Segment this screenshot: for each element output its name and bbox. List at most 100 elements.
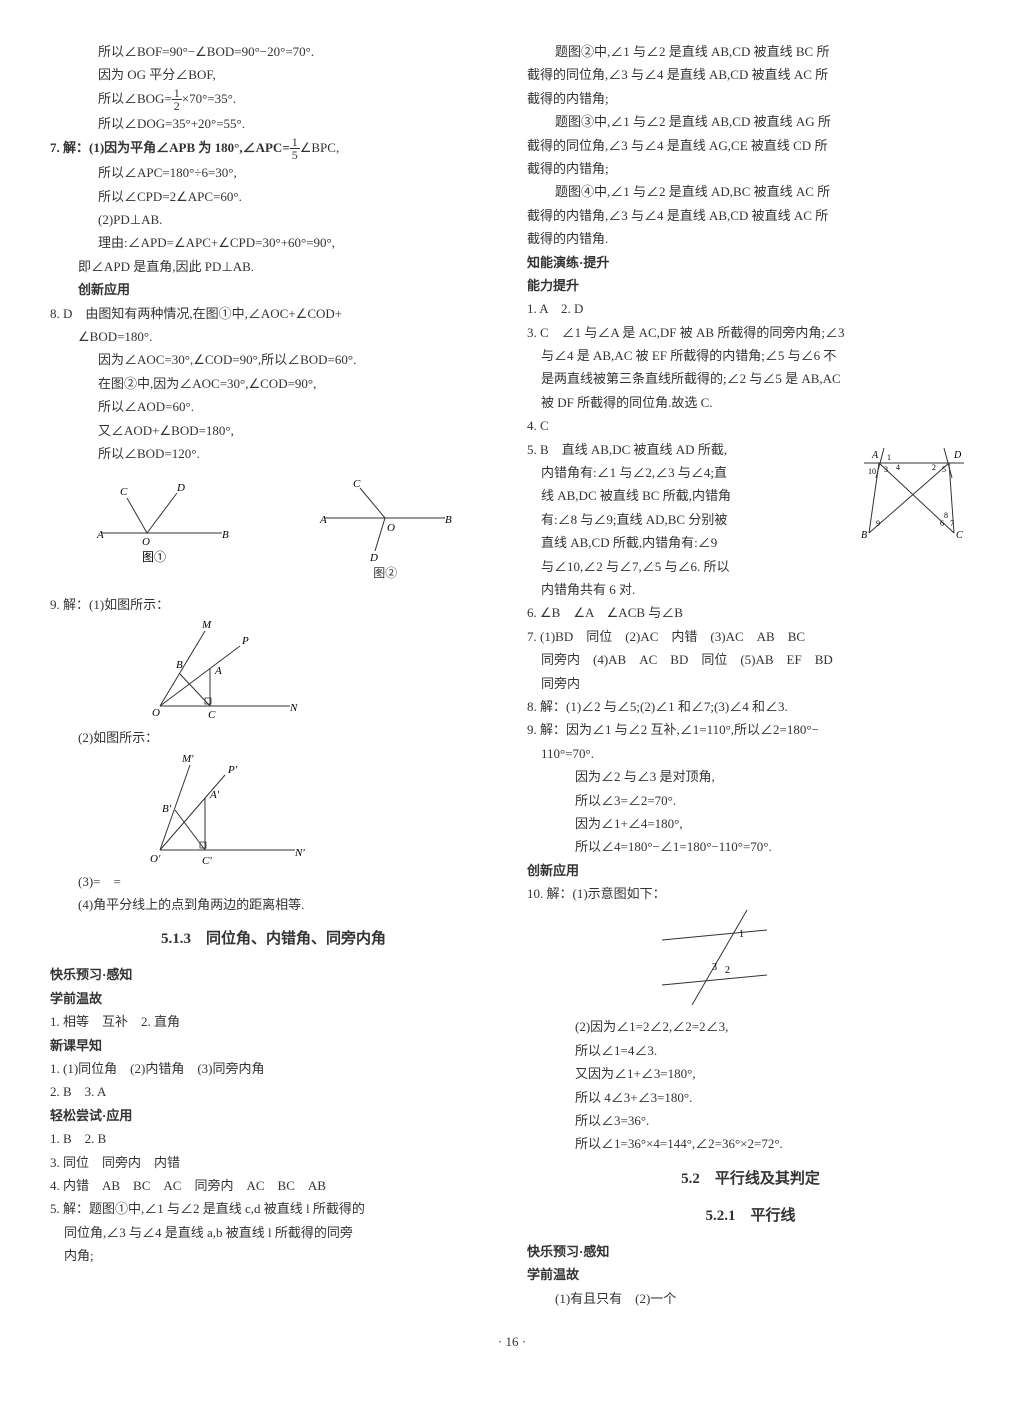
svg-text:O: O xyxy=(152,707,160,719)
svg-text:9: 9 xyxy=(876,519,880,528)
svg-text:O: O xyxy=(142,536,150,548)
svg-text:5: 5 xyxy=(942,465,946,474)
text: (1)有且只有 (2)一个 xyxy=(527,1287,974,1310)
text: 因为∠1+∠4=180°, xyxy=(527,812,974,835)
text: (3)= = xyxy=(50,870,497,893)
text: 又∠AOD+∠BOD=180°, xyxy=(50,419,497,442)
section-title: 5.2.1 平行线 xyxy=(527,1203,974,1230)
svg-text:1: 1 xyxy=(887,453,891,462)
text: 所以∠BOG=12×70°=35°. xyxy=(50,87,497,113)
text: 直线 AB,CD 所截,内错角有:∠9 xyxy=(527,531,846,554)
heading: 学前温故 xyxy=(50,987,497,1010)
svg-text:1: 1 xyxy=(739,929,744,940)
svg-text:O': O' xyxy=(150,853,161,865)
svg-text:B: B xyxy=(861,530,867,541)
text: 3. 同位 同旁内 内错 xyxy=(50,1151,497,1174)
text: 1. (1)同位角 (2)内错角 (3)同旁内角 xyxy=(50,1057,497,1080)
text: 5. B 直线 AB,DC 被直线 AD 所截, xyxy=(527,438,846,461)
text: 所以∠3=∠2=70°. xyxy=(527,789,974,812)
figure-angle-2: M' P' A' B' O' C' N' xyxy=(50,750,497,870)
right-column: 题图②中,∠1 与∠2 是直线 AB,CD 被直线 BC 所 截得的同位角,∠3… xyxy=(527,40,974,1310)
text: 6. ∠B ∠A ∠ACB 与∠B xyxy=(527,601,974,624)
text: 截得的同位角,∠3 与∠4 是直线 AG,CE 被直线 CD 所 xyxy=(527,134,974,157)
svg-text:图①: 图① xyxy=(142,550,166,563)
text: 1. B 2. B xyxy=(50,1127,497,1150)
text: 所以∠APC=180°÷6=30°, xyxy=(50,161,497,184)
text: 截得的内错角; xyxy=(527,157,974,180)
text: 理由:∠APD=∠APC+∠CPD=30°+60°=90°, xyxy=(50,231,497,254)
svg-text:O: O xyxy=(387,522,395,534)
svg-text:M: M xyxy=(201,619,212,631)
text: 内角; xyxy=(50,1244,497,1267)
figure-angle-1: M P B A O C N xyxy=(50,616,497,726)
svg-text:B: B xyxy=(222,529,229,541)
text: 所以∠1=4∠3. xyxy=(527,1039,974,1062)
text: 5. 解：题图①中,∠1 与∠2 是直线 c,d 被直线 l 所截得的 xyxy=(50,1197,497,1220)
text: 是两直线被第三条直线所截得的;∠2 与∠5 是 AB,AC xyxy=(527,367,974,390)
text: 同旁内 (4)AB AC BD 同位 (5)AB EF BD xyxy=(527,648,974,671)
text: 有:∠8 与∠9;直线 AD,BC 分别被 xyxy=(527,508,846,531)
svg-text:C: C xyxy=(353,478,361,490)
text: 1. 相等 互补 2. 直角 xyxy=(50,1010,497,1033)
text: 截得的内错角. xyxy=(527,227,974,250)
text: 因为∠2 与∠3 是对顶角, xyxy=(527,765,974,788)
section-title: 5.1.3 同位角、内错角、同旁内角 xyxy=(50,926,497,953)
text: 所以 4∠3+∠3=180°. xyxy=(527,1086,974,1109)
text: 所以∠1=36°×4=144°,∠2=36°×2=72°. xyxy=(527,1132,974,1155)
svg-text:D: D xyxy=(176,482,185,494)
heading: 轻松尝试·应用 xyxy=(50,1104,497,1127)
text: 线 AB,DC 被直线 BC 所截,内错角 xyxy=(527,484,846,507)
section-title: 5.2 平行线及其判定 xyxy=(527,1166,974,1193)
svg-text:3: 3 xyxy=(884,465,888,474)
svg-text:2: 2 xyxy=(932,463,936,472)
text: 题图③中,∠1 与∠2 是直线 AB,CD 被直线 AG 所 xyxy=(527,110,974,133)
text: 与∠4 是 AB,AC 被 EF 所截得的内错角;∠5 与∠6 不 xyxy=(527,344,974,367)
svg-text:M': M' xyxy=(181,753,194,765)
heading: 快乐预习·感知 xyxy=(527,1240,974,1263)
heading: 创新应用 xyxy=(50,278,497,301)
svg-text:A: A xyxy=(96,529,104,541)
text: ∠BOD=180°. xyxy=(50,325,497,348)
figure-1: A B C D O 图① xyxy=(92,473,232,585)
text: 7. 解：(1)因为平角∠APB 为 180°,∠APC=15∠BPC, xyxy=(50,136,497,162)
text: 截得的内错角; xyxy=(527,87,974,110)
text: 110°=70°. xyxy=(527,742,974,765)
text: 被 DF 所截得的同位角.故选 C. xyxy=(527,391,974,414)
text: 即∠APD 是直角,因此 PD⊥AB. xyxy=(50,255,497,278)
text: 所以∠BOD=120°. xyxy=(50,442,497,465)
svg-text:N': N' xyxy=(294,847,305,859)
svg-text:A: A xyxy=(214,665,222,677)
svg-text:N: N xyxy=(289,702,298,714)
heading: 知能演练·提升 xyxy=(527,251,974,274)
figure-row-1: A B C D O 图① A B C D O xyxy=(50,473,497,585)
svg-text:D: D xyxy=(369,552,378,563)
text: 2. B 3. A xyxy=(50,1080,497,1103)
heading: 新课早知 xyxy=(50,1034,497,1057)
left-column: 所以∠BOF=90°−∠BOD=90°−20°=70°. 因为 OG 平分∠BO… xyxy=(50,40,497,1310)
text: 截得的内错角,∠3 与∠4 是直线 AB,CD 被直线 AC 所 xyxy=(527,204,974,227)
svg-text:C: C xyxy=(208,709,216,721)
text: 所以∠4=180°−∠1=180°−110°=70°. xyxy=(527,835,974,858)
text: 1. A 2. D xyxy=(527,297,974,320)
svg-text:3: 3 xyxy=(712,962,717,973)
text: 同旁内 xyxy=(527,672,974,695)
text: (2)因为∠1=2∠2,∠2=2∠3, xyxy=(527,1015,974,1038)
text: 7. (1)BD 同位 (2)AC 内错 (3)AC AB BC xyxy=(527,625,974,648)
text: 题图②中,∠1 与∠2 是直线 AB,CD 被直线 BC 所 xyxy=(527,40,974,63)
svg-text:A: A xyxy=(871,450,879,461)
text: 同位角,∠3 与∠4 是直线 a,b 被直线 l 所截得的同旁 xyxy=(50,1221,497,1244)
svg-text:P: P xyxy=(241,635,249,647)
text: 10. 解：(1)示意图如下： xyxy=(527,882,974,905)
svg-text:A': A' xyxy=(209,789,220,801)
text: 4. 内错 AB BC AC 同旁内 AC BC AB xyxy=(50,1174,497,1197)
svg-text:8: 8 xyxy=(944,511,948,520)
heading: 快乐预习·感知 xyxy=(50,963,497,986)
svg-text:10: 10 xyxy=(868,467,876,476)
text: 又因为∠1+∠3=180°, xyxy=(527,1062,974,1085)
text: 题图④中,∠1 与∠2 是直线 AD,BC 被直线 AC 所 xyxy=(527,180,974,203)
text: 因为 OG 平分∠BOF, xyxy=(50,63,497,86)
figure-triangle: A D B C 1 4 2 5 3 10 9 6 7 8 xyxy=(854,438,974,578)
svg-text:B': B' xyxy=(162,803,172,815)
svg-text:A: A xyxy=(319,514,327,526)
text: 因为∠AOC=30°,∠COD=90°,所以∠BOD=60°. xyxy=(50,348,497,371)
